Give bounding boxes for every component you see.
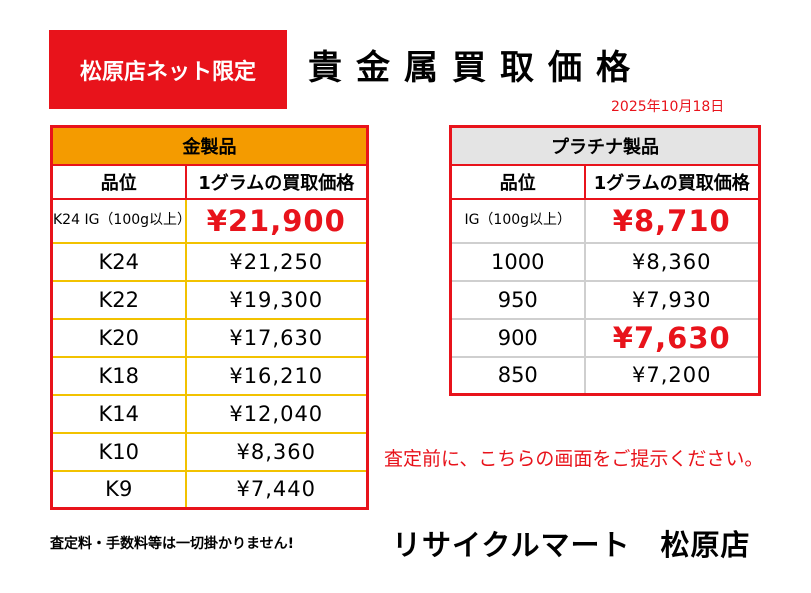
platinum-price-table: プラチナ製品 品位 1グラムの買取価格 IG（100g以上） ¥8,710 10… (449, 125, 761, 396)
gold-grade: K10 (50, 431, 187, 472)
present-screen-notice: 査定前に、こちらの画面をご提示ください。 (384, 448, 764, 470)
gold-price: ¥17,630 (184, 317, 369, 358)
store-name: リサイクルマート 松原店 (392, 528, 751, 562)
gold-grade: K14 (50, 393, 187, 434)
platinum-table-title: プラチナ製品 (449, 125, 761, 166)
platinum-grade: 900 (449, 317, 586, 358)
gold-price: ¥21,900 (184, 197, 369, 244)
net-limited-badge: 松原店ネット限定 (49, 30, 287, 109)
platinum-col-price-header: 1グラムの買取価格 (583, 163, 761, 200)
platinum-price: ¥8,360 (583, 241, 761, 282)
platinum-grade: 850 (449, 355, 586, 396)
platinum-col-grade-header: 品位 (449, 163, 586, 200)
gold-grade: K20 (50, 317, 187, 358)
gold-grade: K24 IG（100g以上） (50, 197, 191, 244)
gold-price: ¥21,250 (184, 241, 369, 282)
table-row: 900 ¥7,630 (449, 317, 761, 358)
table-row: K24 ¥21,250 (50, 241, 369, 282)
gold-price: ¥12,040 (184, 393, 369, 434)
table-row: IG（100g以上） ¥8,710 (449, 197, 761, 244)
table-row: K10 ¥8,360 (50, 431, 369, 472)
gold-grade: K22 (50, 279, 187, 320)
table-row: 850 ¥7,200 (449, 355, 761, 396)
gold-grade: K24 (50, 241, 187, 282)
gold-price: ¥7,440 (184, 469, 369, 510)
gold-grade: K18 (50, 355, 187, 396)
platinum-price: ¥7,930 (583, 279, 761, 320)
platinum-price: ¥7,200 (583, 355, 761, 396)
table-row: K24 IG（100g以上） ¥21,900 (50, 197, 369, 244)
table-row: K14 ¥12,040 (50, 393, 369, 434)
platinum-grade: 950 (449, 279, 586, 320)
gold-price: ¥8,360 (184, 431, 369, 472)
platinum-price: ¥7,630 (583, 317, 761, 358)
table-row: 950 ¥7,930 (449, 279, 761, 320)
table-row: 1000 ¥8,360 (449, 241, 761, 282)
gold-col-price-header: 1グラムの買取価格 (184, 163, 369, 200)
table-row: K18 ¥16,210 (50, 355, 369, 396)
gold-price-table: 金製品 品位 1グラムの買取価格 K24 IG（100g以上） ¥21,900 … (50, 125, 369, 510)
table-row: K22 ¥19,300 (50, 279, 369, 320)
gold-table-title: 金製品 (50, 125, 369, 166)
price-date: 2025年10月18日 (611, 99, 725, 115)
platinum-grade: 1000 (449, 241, 586, 282)
platinum-price: ¥8,710 (583, 197, 761, 244)
gold-price: ¥16,210 (184, 355, 369, 396)
table-row: K20 ¥17,630 (50, 317, 369, 358)
no-fee-footnote: 査定料・手数料等は一切掛かりません! (50, 536, 294, 552)
page-title: 貴金属買取価格 (308, 48, 644, 88)
gold-price: ¥19,300 (184, 279, 369, 320)
gold-grade: K9 (50, 469, 187, 510)
platinum-grade: IG（100g以上） (449, 197, 586, 244)
table-row: K9 ¥7,440 (50, 469, 369, 510)
gold-col-grade-header: 品位 (50, 163, 187, 200)
